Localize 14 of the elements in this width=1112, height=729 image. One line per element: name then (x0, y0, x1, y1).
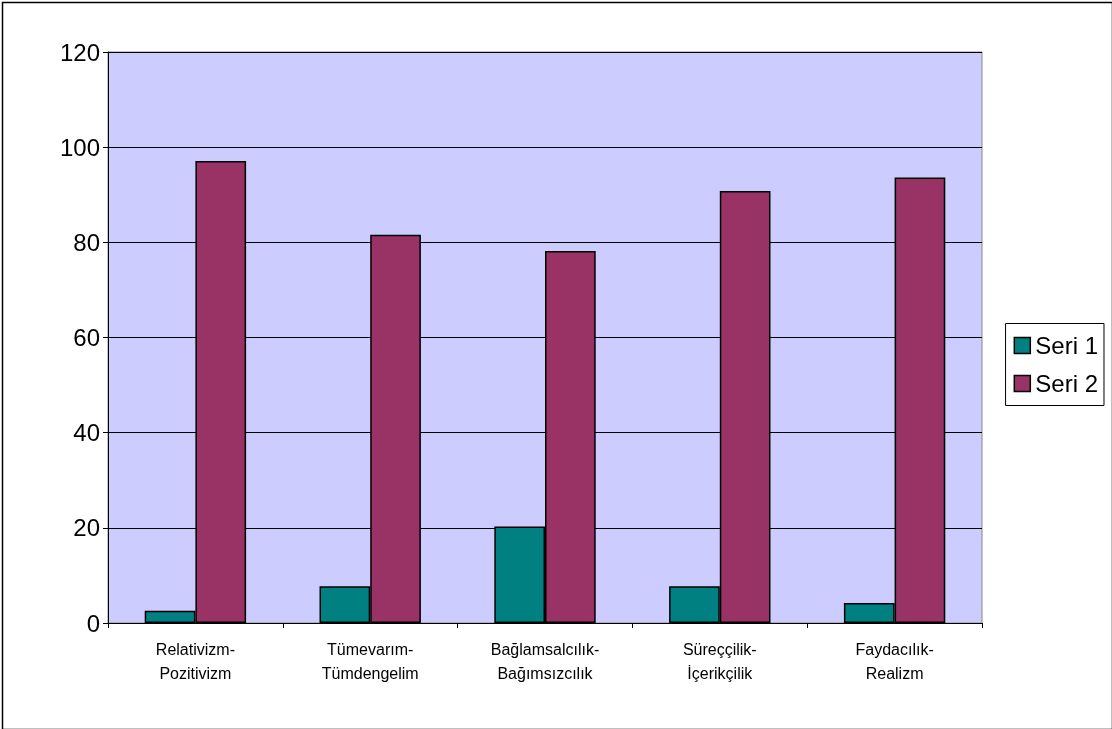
y-tick-label: 120 (59, 38, 100, 66)
y-tick-label: 0 (86, 609, 100, 637)
y-tick-label: 40 (73, 419, 100, 447)
x-tick-label: Relativizm- Pozitivizm (155, 640, 235, 682)
y-tick-label: 100 (59, 133, 100, 161)
legend-label: Seri 2 (1035, 370, 1099, 397)
x-tick-label: Tümevarım- Tümdengelim (321, 640, 419, 682)
x-tick-label: Süreççilik- İçerikçilik (682, 640, 757, 682)
y-tick-label: 20 (73, 514, 100, 542)
x-tick-label: Faydacılık- Realizm (855, 640, 934, 682)
y-tick-label: 60 (73, 324, 100, 351)
y-tick-label: 80 (73, 228, 100, 256)
x-tick-label: Bağlamsalcılık- Bağımsızcılık (490, 640, 600, 682)
legend-label: Seri 1 (1035, 332, 1099, 359)
